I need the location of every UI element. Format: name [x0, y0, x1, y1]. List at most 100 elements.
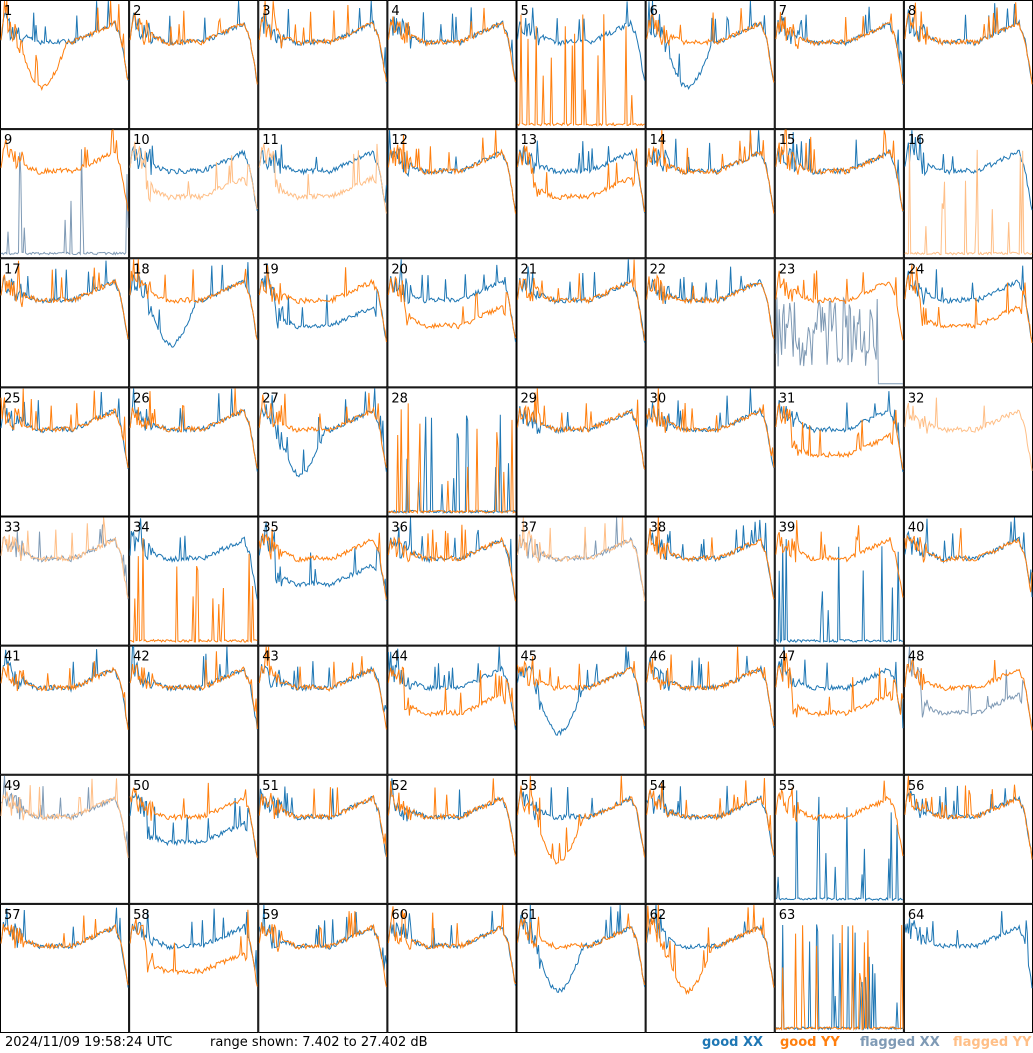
tile-label-61: 61 — [521, 908, 538, 923]
tile-60: 60 — [387, 903, 517, 1033]
tile-52: 52 — [387, 774, 517, 904]
tile-label-44: 44 — [391, 650, 408, 665]
tile-frame — [516, 774, 646, 904]
tile-39: 39 — [774, 516, 904, 646]
tile-frame — [516, 516, 646, 646]
tile-frame — [774, 0, 904, 130]
series-good-yy-34 — [129, 537, 258, 644]
series-good-xx-27 — [258, 388, 387, 478]
tile-23: 23 — [774, 258, 904, 388]
tile-label-33: 33 — [4, 521, 21, 536]
tile-12: 12 — [387, 129, 517, 259]
series-good-xx-64 — [904, 911, 1033, 989]
series-good-yy-22 — [646, 273, 775, 339]
series-good-xx-34 — [129, 518, 258, 600]
tile-frame — [903, 387, 1033, 517]
tile-frame — [516, 258, 646, 388]
tile-label-40: 40 — [908, 521, 925, 536]
tile-24: 24 — [903, 258, 1033, 388]
tile-label-3: 3 — [262, 4, 270, 19]
series-good-yy-51 — [258, 787, 387, 858]
series-good-xx-20 — [387, 259, 516, 342]
tile-label-52: 52 — [391, 779, 408, 794]
tile-label-29: 29 — [521, 391, 538, 406]
tile-label-2: 2 — [133, 4, 141, 19]
tile-label-22: 22 — [650, 262, 667, 277]
series-flagged-xx-23 — [775, 296, 903, 385]
series-good-xx-35 — [258, 522, 387, 601]
tile-label-28: 28 — [391, 391, 408, 406]
tile-label-51: 51 — [262, 779, 279, 794]
tile-frame — [387, 774, 517, 904]
series-good-yy-47 — [775, 651, 904, 718]
series-good-xx-51 — [258, 786, 387, 857]
tile-frame — [258, 258, 388, 388]
series-good-yy-9 — [0, 129, 129, 212]
tile-label-35: 35 — [262, 521, 279, 536]
series-good-yy-21 — [517, 259, 646, 341]
tile-21: 21 — [516, 258, 646, 388]
tile-label-8: 8 — [908, 4, 916, 19]
tile-label-47: 47 — [779, 650, 796, 665]
series-good-yy-31 — [775, 402, 904, 470]
series-good-xx-24 — [904, 265, 1033, 341]
tile-13: 13 — [516, 129, 646, 259]
tile-62: 62 — [645, 903, 775, 1033]
series-good-yy-50 — [129, 782, 258, 858]
series-good-yy-12 — [387, 130, 516, 214]
tile-59: 59 — [258, 903, 388, 1033]
series-good-xx-46 — [646, 655, 775, 728]
tile-label-18: 18 — [133, 262, 150, 277]
tile-61: 61 — [516, 903, 646, 1033]
tile-label-26: 26 — [133, 391, 150, 406]
series-good-yy-30 — [646, 388, 775, 468]
tile-label-59: 59 — [262, 908, 279, 923]
tile-34: 34 — [129, 516, 259, 646]
tile-label-42: 42 — [133, 650, 150, 665]
tile-label-20: 20 — [391, 262, 408, 277]
tile-41: 41 — [0, 645, 130, 775]
tile-label-19: 19 — [262, 262, 279, 277]
series-good-xx-14 — [646, 130, 775, 210]
tile-label-46: 46 — [650, 650, 667, 665]
tile-57: 57 — [0, 903, 130, 1033]
tile-label-57: 57 — [4, 908, 21, 923]
series-good-yy-26 — [129, 388, 258, 469]
series-good-yy-59 — [258, 911, 387, 988]
tile-53: 53 — [516, 774, 646, 904]
series-good-yy-52 — [387, 778, 516, 857]
tile-25: 25 — [0, 387, 130, 517]
series-good-yy-7 — [775, 11, 904, 84]
tile-44: 44 — [387, 645, 517, 775]
series-good-xx-12 — [387, 130, 516, 211]
series-good-yy-55 — [775, 780, 904, 857]
tile-64: 64 — [903, 903, 1033, 1033]
tile-frame — [0, 774, 130, 904]
tile-frame — [0, 903, 130, 1033]
tile-label-60: 60 — [391, 908, 408, 923]
tile-frame — [129, 387, 259, 517]
series-good-yy-23 — [775, 270, 904, 341]
tile-frame — [774, 645, 904, 775]
tile-frame — [258, 0, 388, 130]
tile-32: 32 — [903, 387, 1033, 517]
series-good-xx-44 — [387, 646, 516, 730]
tile-label-25: 25 — [4, 391, 21, 406]
tile-frame — [387, 645, 517, 775]
series-good-yy-19 — [258, 264, 387, 343]
series-good-yy-54 — [646, 777, 775, 856]
tile-17: 17 — [0, 258, 130, 388]
tile-frame — [774, 258, 904, 388]
tile-42: 42 — [129, 645, 259, 775]
tile-label-53: 53 — [521, 779, 538, 794]
tile-label-11: 11 — [262, 133, 279, 148]
tile-37: 37 — [516, 516, 646, 646]
tile-35: 35 — [258, 516, 388, 646]
series-good-xx-5 — [517, 1, 646, 81]
series-flagged-xx-48 — [904, 646, 1033, 729]
timestamp: 2024/11/09 19:58:24 UTC — [5, 1035, 173, 1050]
series-good-yy-43 — [258, 646, 387, 730]
series-good-yy-57 — [0, 915, 129, 986]
tile-50: 50 — [129, 774, 259, 904]
tile-26: 26 — [129, 387, 259, 517]
